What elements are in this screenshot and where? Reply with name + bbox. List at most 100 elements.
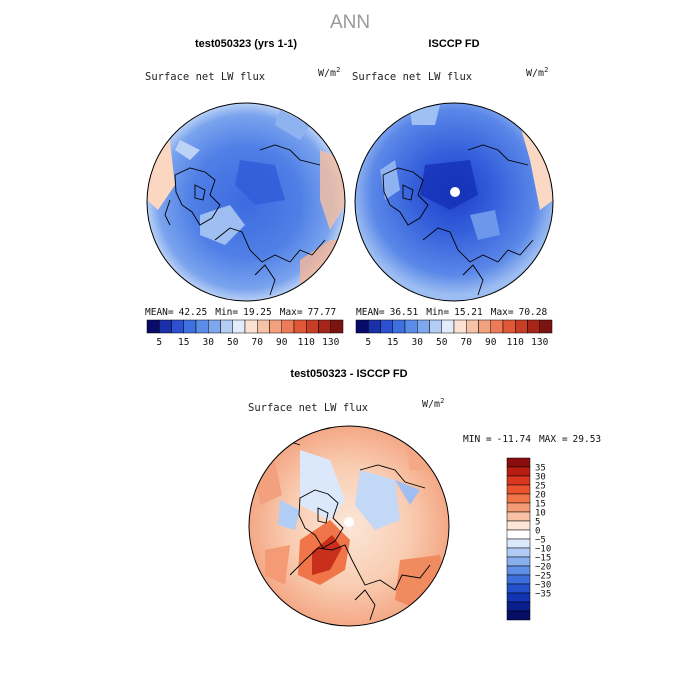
colorbar-swatch [429,319,442,334]
colorbar-swatch [159,319,172,334]
colorbar-tick-label: −10 [535,545,551,555]
panel-obs-coastlines [382,144,534,296]
colorbar-tick-label: 110 [507,337,524,348]
colorbar-swatch [183,319,197,334]
panel-obs-colorbar: 5 15 30 50 70 90 110 130 [355,319,553,348]
colorbar-swatch [293,319,307,334]
panel-diff-boundary [248,425,450,627]
page-title: ANN [330,12,370,33]
panel-model: test050323 (yrs 1-1) Surface net LW flux… [145,38,346,348]
panel-model-stats: MEAN= 42.25 Min= 19.25 Max= 77.77 [145,307,336,318]
colorbar-swatch [244,319,258,334]
colorbar-swatch [506,520,531,531]
colorbar-tick-label: 20 [535,491,546,501]
colorbar-swatch [506,493,531,504]
panel-diff-pole-gap [344,517,354,527]
colorbar-tick-label: −15 [535,554,551,564]
colorbar-tick-label: −25 [535,572,551,582]
panel-obs-title: ISCCP FD [428,38,479,50]
colorbar-tick-label: 70 [461,337,473,348]
colorbar-tick-label: 50 [227,337,239,348]
colorbar-tick-label: 35 [535,464,546,474]
colorbar-tick-label: 10 [535,509,546,519]
colorbar-swatch [506,556,531,567]
panel-diff-coastlines [264,439,431,621]
colorbar-tick-label: −5 [535,536,546,546]
colorbar-swatch [539,319,553,334]
colorbar-swatch [257,319,270,334]
colorbar-swatch [453,319,467,334]
panel-obs-stats: MEAN= 36.51 Min= 15.21 Max= 70.28 [356,307,547,318]
colorbar-swatch [506,457,531,468]
colorbar-tick-label: 30 [535,473,546,483]
colorbar-swatch [506,565,531,576]
colorbar-tick-label: 90 [276,337,288,348]
colorbar-tick-label: −35 [535,590,551,600]
colorbar-swatch [506,610,531,621]
colorbar-swatch [330,319,344,334]
colorbar-tick-label: −30 [535,581,551,591]
colorbar-swatch [146,319,160,334]
colorbar-swatch [506,511,531,522]
colorbar-swatch [515,319,528,334]
colorbar-tick-label: 15 [535,500,546,510]
colorbar-tick-label: 130 [322,337,339,348]
colorbar-tick-label: 0 [535,527,540,537]
colorbar-tick-label: 110 [298,337,315,348]
colorbar-swatch [355,319,369,334]
colorbar-swatch [506,538,531,549]
panel-diff-variable: Surface net LW flux [248,402,368,414]
colorbar-swatch [232,319,246,334]
colorbar-swatch [380,319,393,334]
colorbar-swatch [527,319,540,334]
colorbar-tick-label: 5 [535,518,540,528]
colorbar-swatch [466,319,479,334]
panel-model-units: W/m2 [318,66,340,79]
colorbar-tick-label: 25 [535,482,546,492]
panel-model-variable: Surface net LW flux [145,71,265,83]
colorbar-swatch [506,601,531,612]
colorbar-tick-label: 15 [178,337,189,348]
colorbar-tick-label: 30 [203,337,215,348]
colorbar-tick-label: 5 [156,337,162,348]
colorbar-swatch [490,319,504,334]
colorbar-swatch [441,319,455,334]
panel-diff-units: W/m2 [422,397,444,410]
panel-obs-boundary [354,102,554,302]
colorbar-tick-label: 50 [436,337,448,348]
colorbar-swatch [392,319,406,334]
colorbar-swatch [318,319,331,334]
colorbar-swatch [417,319,430,334]
panel-diff-stats: MIN = -11.74 MAX = 29.53 [463,434,601,445]
colorbar-swatch [506,574,531,585]
colorbar-swatch [506,547,531,558]
colorbar-tick-label: 15 [387,337,398,348]
colorbar-swatch [478,319,491,334]
colorbar-swatch [269,319,282,334]
panel-diff-title: test050323 - ISCCP FD [290,368,407,380]
colorbar-swatch [368,319,381,334]
colorbar-swatch [220,319,233,334]
colorbar-swatch [281,319,295,334]
colorbar-swatch [502,319,516,334]
panel-model-title: test050323 (yrs 1-1) [195,38,297,50]
panel-obs-variable: Surface net LW flux [352,71,472,83]
panel-diff: test050323 - ISCCP FD Surface net LW flu… [248,368,601,627]
colorbar-tick-label: 90 [485,337,497,348]
colorbar-swatch [506,529,531,540]
colorbar-swatch [506,466,531,477]
colorbar-swatch [208,319,221,334]
panel-model-colorbar: 5 15 30 50 70 90 110 130 [146,319,344,348]
colorbar-swatch [506,592,531,603]
panel-obs: ISCCP FD Surface net LW flux W/m2 MEAN= 3… [352,38,554,348]
colorbar-swatch [506,475,531,486]
colorbar-swatch [506,484,531,495]
colorbar-tick-label: 5 [365,337,371,348]
colorbar-tick-label: 70 [252,337,264,348]
colorbar-swatch [506,583,531,594]
panel-model-boundary [146,102,346,302]
panel-obs-pole-gap [450,187,460,197]
colorbar-swatch [404,319,418,334]
